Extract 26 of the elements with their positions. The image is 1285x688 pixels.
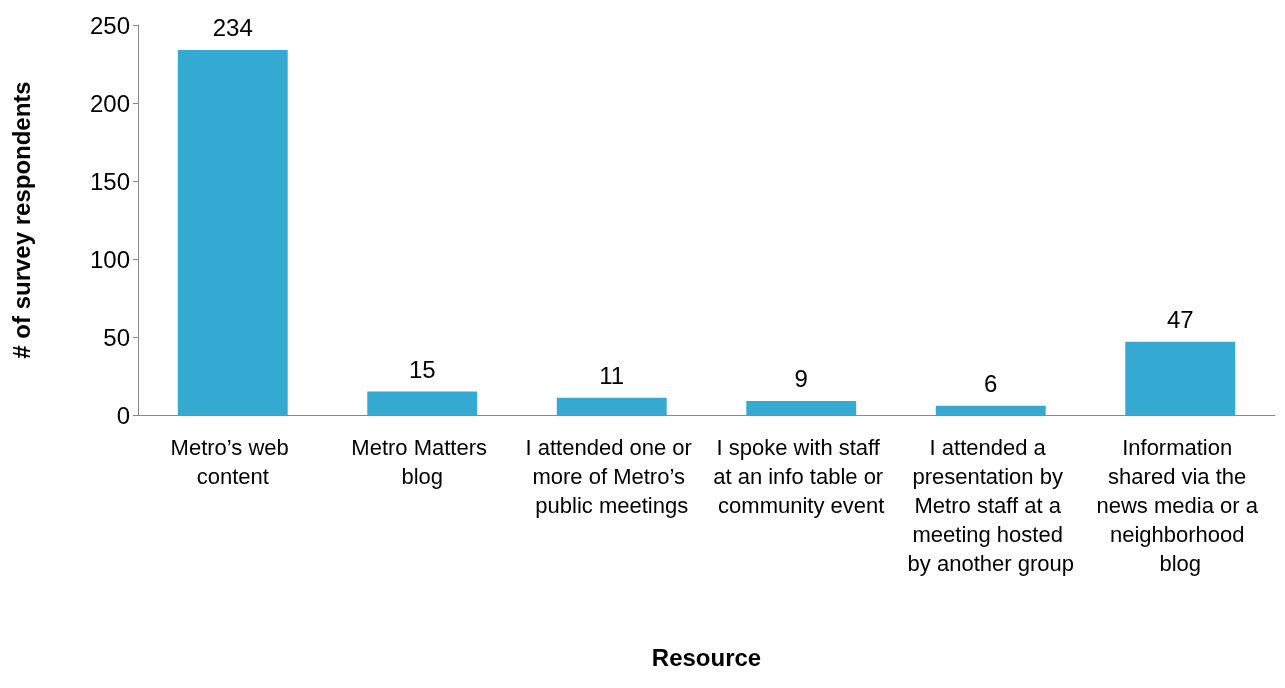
x-tick-label: I attended one or more of Metro’s public meetings <box>525 435 698 518</box>
y-axis-title: # of survey respondents <box>7 81 35 359</box>
x-tick-label: Metro’s web content <box>170 435 295 489</box>
bar <box>367 391 478 415</box>
data-label: 15 <box>408 356 436 384</box>
data-label: 9 <box>794 365 808 393</box>
bar <box>1125 341 1236 415</box>
x-tick-label: Metro Matters blog <box>351 435 494 489</box>
bar <box>556 397 667 415</box>
y-tick-label: 100 <box>89 245 130 273</box>
y-tick-label: 200 <box>89 89 130 117</box>
x-tick-label: I spoke with staff at an info table or community event <box>713 435 890 518</box>
y-tick-label: 0 <box>116 401 130 429</box>
y-tick-label: 150 <box>89 167 130 195</box>
x-tick-label: I attended a presentation by Metro staff at a meeting hosted by another group <box>907 435 1074 576</box>
bar <box>177 49 288 415</box>
data-label: 11 <box>599 362 625 390</box>
x-axis-title: Resource <box>651 643 762 671</box>
y-tick-label: 50 <box>103 323 130 351</box>
y-tick-label: 250 <box>89 11 130 39</box>
data-label: 234 <box>212 14 253 42</box>
x-tick-label: Information shared via the news media or a neighborhood blog <box>1096 435 1265 576</box>
data-label: 47 <box>1166 306 1194 334</box>
data-label: 6 <box>984 370 998 398</box>
bar <box>746 400 857 415</box>
bar <box>935 405 1046 415</box>
